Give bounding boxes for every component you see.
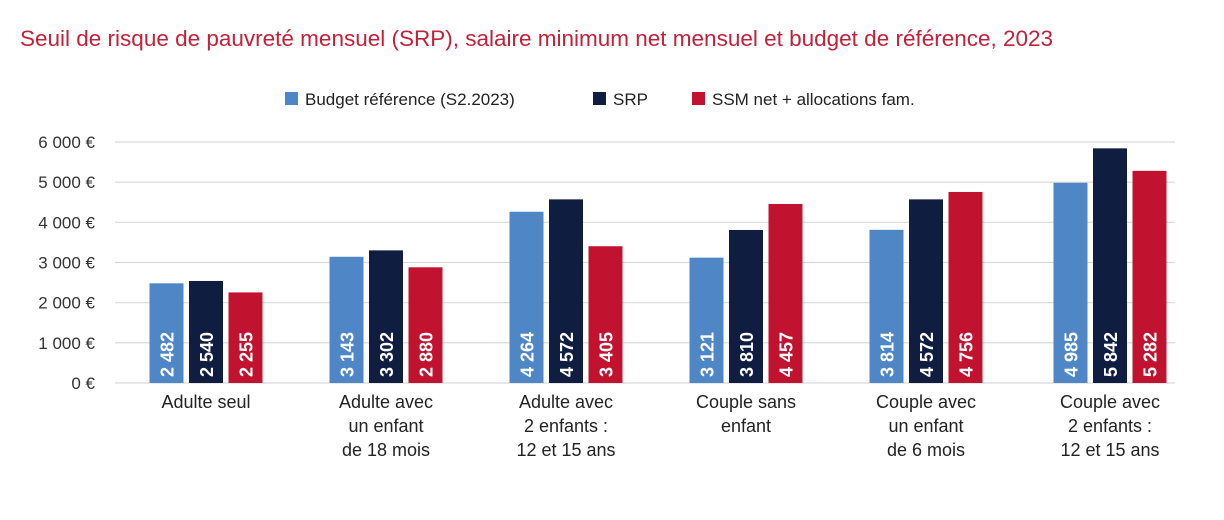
bar <box>549 199 583 383</box>
bar-value-label: 4 985 <box>1062 332 1082 377</box>
x-category-label: Adulte avec <box>339 392 433 412</box>
bar <box>948 191 983 383</box>
x-category-label: 2 enfants : <box>1068 416 1152 436</box>
bar-value-label: 3 143 <box>338 332 358 377</box>
x-category-label: Couple avec <box>876 392 976 412</box>
legend-label: Budget référence (S2.2023) <box>305 90 515 109</box>
bar-value-label: 3 810 <box>737 332 757 377</box>
x-category-label: 12 et 15 ans <box>516 440 615 460</box>
bar <box>1053 182 1088 383</box>
bar-value-label: 5 282 <box>1141 332 1161 377</box>
bar-value-label: 3 121 <box>698 332 718 377</box>
bar-value-label: 4 756 <box>957 332 977 377</box>
x-category-label: enfant <box>721 416 771 436</box>
bar <box>408 267 443 383</box>
bar-value-label: 4 457 <box>777 332 797 377</box>
bar-value-label: 4 572 <box>917 332 937 377</box>
bar <box>729 229 763 383</box>
bar <box>588 246 623 383</box>
x-category-label: Adulte seul <box>161 392 250 412</box>
y-tick-label: 0 € <box>71 374 95 393</box>
bar <box>189 280 223 383</box>
x-category-label: Couple sans <box>696 392 796 412</box>
x-category-label: un enfant <box>348 416 423 436</box>
bar-value-label: 2 880 <box>417 332 437 377</box>
x-category-label: de 18 mois <box>342 440 430 460</box>
chart-title: Seuil de risque de pauvreté mensuel (SRP… <box>20 26 1054 51</box>
bar-value-label: 4 264 <box>518 332 538 377</box>
bar <box>369 250 403 383</box>
bar-value-label: 4 572 <box>557 332 577 377</box>
legend-swatch <box>593 92 606 105</box>
y-tick-label: 2 000 € <box>38 294 95 313</box>
bar-value-label: 5 842 <box>1101 332 1121 377</box>
y-tick-label: 6 000 € <box>38 133 95 152</box>
legend-swatch <box>285 92 298 105</box>
bar-value-label: 3 405 <box>597 332 617 377</box>
bar-value-label: 2 255 <box>237 332 257 377</box>
y-tick-label: 4 000 € <box>38 213 95 232</box>
bar <box>689 257 724 383</box>
y-tick-label: 5 000 € <box>38 173 95 192</box>
x-category-label: Couple avec <box>1060 392 1160 412</box>
bar <box>509 211 544 383</box>
legend-label: SSM net + allocations fam. <box>712 90 915 109</box>
y-tick-label: 1 000 € <box>38 334 95 353</box>
bar <box>869 229 904 383</box>
bar <box>909 199 943 383</box>
x-category-label: Adulte avec <box>519 392 613 412</box>
y-tick-label: 3 000 € <box>38 254 95 273</box>
x-category-label: de 6 mois <box>887 440 965 460</box>
x-category-label: un enfant <box>888 416 963 436</box>
bar <box>1132 170 1167 383</box>
bar-value-label: 3 814 <box>878 332 898 377</box>
bar-value-label: 2 482 <box>158 332 178 377</box>
legend-swatch <box>692 92 705 105</box>
bar <box>228 292 263 383</box>
bar <box>329 256 364 383</box>
bar <box>768 203 803 383</box>
x-category-label: 12 et 15 ans <box>1060 440 1159 460</box>
legend-label: SRP <box>613 90 648 109</box>
bar <box>1093 148 1127 383</box>
bar-value-label: 2 540 <box>197 332 217 377</box>
bar <box>149 283 184 383</box>
x-category-label: 2 enfants : <box>524 416 608 436</box>
bar-value-label: 3 302 <box>377 332 397 377</box>
